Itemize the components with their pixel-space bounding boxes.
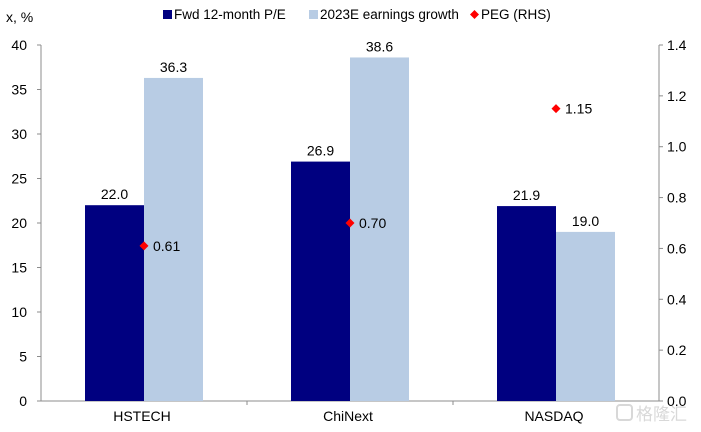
legend-label: 2023E earnings growth: [320, 7, 459, 22]
right-axis-tick-label: 0.8: [667, 190, 687, 206]
peg-data-label: 0.61: [153, 238, 180, 254]
x-axis: HSTECH ChiNext NASDAQ: [41, 400, 659, 424]
peg-diamond-marker: [551, 104, 561, 114]
bar-pe: [85, 205, 144, 401]
bar-data-label: 19.0: [572, 213, 599, 229]
bar-pe: [497, 206, 556, 401]
watermark-text: 格隆汇: [636, 405, 687, 425]
left-axis: 0 5 10 15 20 25 30 35 40: [11, 37, 42, 409]
left-axis-tick-label: 0: [19, 393, 27, 409]
legend-swatch: [163, 10, 172, 19]
bars: 22.0 36.3 26.9 38.6 21.9 19.0: [85, 38, 615, 402]
watermark: 格隆汇: [616, 404, 687, 425]
bar-data-label: 26.9: [307, 143, 334, 159]
left-axis-tick-label: 15: [11, 260, 27, 276]
right-axis-tick-label: 1.2: [667, 88, 687, 104]
bar-pe: [291, 161, 350, 401]
x-axis-category-label: HSTECH: [113, 408, 171, 424]
bar-data-label: 36.3: [160, 59, 187, 75]
legend-swatch: [309, 10, 318, 19]
peg-data-label: 1.15: [565, 101, 592, 117]
bar-earnings-growth: [144, 77, 203, 402]
left-axis-tick-label: 40: [11, 37, 27, 53]
bar-earnings-growth: [556, 231, 615, 401]
legend: Fwd 12-month P/E 2023E earnings growth PEG…: [163, 7, 551, 22]
legend-label: PEG (RHS): [481, 7, 551, 22]
left-axis-tick-label: 20: [11, 215, 27, 231]
x-axis-category-label: NASDAQ: [524, 408, 583, 424]
right-axis-tick-label: 0.6: [667, 240, 687, 256]
watermark-logo-icon: [616, 404, 633, 421]
left-axis-tick-label: 25: [11, 171, 27, 187]
peg-points: 0.61 0.70 1.15: [139, 101, 592, 254]
legend-diamond-icon: [470, 10, 479, 19]
left-axis-tick-label: 35: [11, 82, 27, 98]
right-axis-tick-label: 0.2: [667, 342, 687, 358]
peg-diamond-marker: [345, 218, 355, 228]
right-axis: 0.0 0.2 0.4 0.6 0.8 1.0 1.2 1.4: [658, 37, 687, 409]
peg-diamond-marker: [139, 241, 149, 251]
bar-data-label: 38.6: [366, 38, 393, 54]
left-axis-tick-label: 5: [19, 349, 27, 365]
bar-data-label: 22.0: [101, 186, 128, 202]
right-axis-tick-label: 0.0: [667, 393, 687, 409]
left-axis-tick-label: 10: [11, 304, 27, 320]
peg-data-label: 0.70: [359, 215, 386, 231]
y-axis-unit-label: x, %: [6, 9, 33, 25]
right-axis-tick-label: 1.4: [667, 37, 687, 53]
bar-earnings-growth: [350, 57, 409, 402]
right-axis-tick-label: 1.0: [667, 139, 687, 155]
legend-label: Fwd 12-month P/E: [174, 7, 286, 22]
right-axis-tick-label: 0.4: [667, 291, 687, 307]
bar-data-label: 21.9: [513, 187, 540, 203]
x-axis-category-label: ChiNext: [323, 408, 373, 424]
left-axis-tick-label: 30: [11, 126, 27, 142]
